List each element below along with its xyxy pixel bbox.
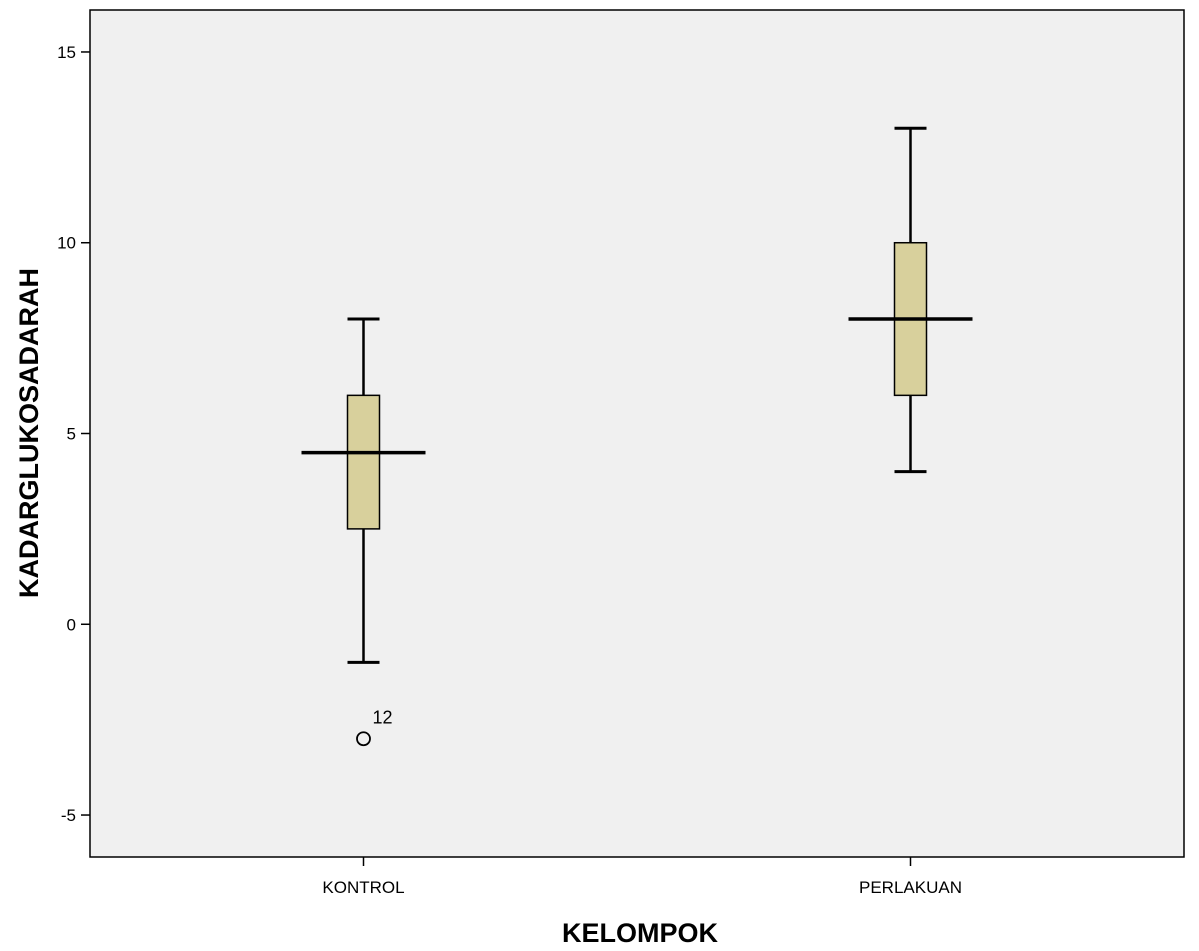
box-perlakuan (848, 126, 973, 474)
outlier-label: 12 (373, 708, 393, 728)
y-axis: -5 0 5 10 15 (57, 43, 90, 825)
box-kontrol: 12 (301, 317, 426, 747)
x-tick-label: PERLAKUAN (859, 878, 962, 897)
outlier-point (356, 731, 371, 747)
x-axis-title: KELOMPOK (562, 918, 719, 948)
y-tick-label: 15 (57, 43, 76, 62)
iqr-box (346, 394, 381, 530)
y-tick-label: 10 (57, 234, 76, 253)
x-tick-label: KONTROL (322, 878, 404, 897)
y-tick-label: 0 (67, 615, 76, 634)
plot-area (89, 9, 1185, 858)
y-tick-label: -5 (61, 806, 76, 825)
x-axis: KONTROL PERLAKUAN (322, 857, 962, 897)
y-axis-title: KADARGLUKOSADARAH (14, 268, 44, 598)
y-tick-label: 5 (67, 425, 76, 444)
box-series: 12 (301, 126, 973, 747)
